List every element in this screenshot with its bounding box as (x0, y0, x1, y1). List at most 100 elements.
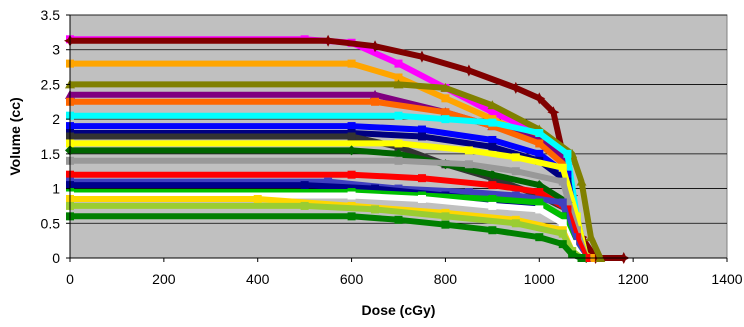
data-point (558, 240, 567, 249)
y-tick-label: 1.5 (41, 146, 61, 162)
x-tick-label: 1400 (711, 271, 742, 287)
data-point (533, 92, 546, 105)
data-point (394, 73, 403, 82)
data-point (394, 59, 403, 68)
data-point (487, 169, 498, 180)
data-point (441, 94, 450, 103)
data-point (394, 139, 403, 148)
data-point (488, 194, 497, 203)
data-point (346, 145, 357, 156)
data-point (487, 100, 498, 110)
data-point (488, 201, 497, 210)
data-point (371, 97, 380, 106)
data-point (488, 108, 497, 117)
x-tick-label: 1000 (524, 271, 555, 287)
data-point (300, 181, 309, 190)
data-point (558, 219, 567, 228)
data-point (415, 50, 428, 63)
data-point (568, 250, 577, 259)
data-point (535, 188, 544, 197)
data-point (535, 205, 544, 214)
data-point (394, 215, 403, 224)
series-group (64, 34, 630, 264)
data-point (488, 226, 497, 235)
x-axis-title: Dose (cGy) (362, 302, 436, 318)
data-point (441, 115, 450, 124)
data-point (440, 82, 451, 92)
data-point (393, 79, 404, 89)
x-tick-label: 400 (246, 271, 270, 287)
data-point (464, 160, 473, 169)
data-point (370, 89, 381, 99)
data-point (441, 220, 450, 229)
data-point (394, 111, 403, 120)
data-point (253, 194, 262, 203)
data-point (417, 174, 426, 183)
data-point (488, 181, 497, 190)
data-point (347, 59, 356, 68)
data-point (464, 188, 473, 197)
data-point (511, 219, 520, 228)
data-point (558, 198, 567, 207)
data-point (535, 139, 544, 148)
data-point (324, 177, 333, 186)
data-point (511, 153, 520, 162)
y-tick-label: 0.5 (41, 215, 61, 231)
data-point (509, 81, 522, 94)
data-point (347, 191, 356, 200)
data-point (322, 34, 335, 47)
data-point (535, 198, 544, 207)
y-tick-label: 0 (52, 250, 60, 266)
y-tick-label: 1 (52, 181, 60, 197)
y-tick-label: 3 (52, 42, 60, 58)
data-point (535, 129, 544, 138)
data-point (371, 205, 380, 214)
data-point (534, 180, 545, 191)
y-tick-label: 2.5 (41, 76, 61, 92)
data-point (393, 148, 404, 159)
x-tick-label: 0 (66, 271, 74, 287)
data-point (563, 149, 572, 158)
data-point (462, 64, 475, 77)
data-point (441, 212, 450, 221)
data-point (535, 149, 544, 158)
data-point (511, 167, 520, 176)
data-point (511, 191, 520, 200)
data-point (417, 132, 426, 141)
data-point (572, 233, 581, 242)
data-point (417, 194, 426, 203)
data-point (488, 118, 497, 127)
y-tick-label: 3.5 (41, 7, 61, 23)
data-point (585, 232, 596, 242)
data-point (572, 212, 581, 221)
data-point (369, 40, 382, 53)
data-point (535, 233, 544, 242)
x-tick-label: 800 (434, 271, 458, 287)
data-point (488, 142, 497, 151)
series-line (70, 171, 589, 260)
data-point (300, 201, 309, 210)
data-point (488, 135, 497, 144)
data-point (394, 156, 403, 165)
data-point (347, 212, 356, 221)
data-point (371, 184, 380, 193)
data-point (558, 163, 567, 172)
data-point (464, 146, 473, 155)
y-tick-label: 2 (52, 111, 60, 127)
data-point (558, 212, 567, 221)
data-point (576, 176, 587, 186)
x-tick-label: 600 (340, 271, 364, 287)
x-tick-label: 200 (152, 271, 176, 287)
data-point (347, 122, 356, 131)
y-axis-title: Volume (cc) (7, 97, 23, 175)
data-point (347, 170, 356, 179)
data-point (347, 132, 356, 141)
data-point (441, 108, 450, 117)
x-tick-label: 1200 (618, 271, 649, 287)
data-point (547, 106, 560, 119)
data-point (558, 177, 567, 186)
data-point (558, 229, 567, 238)
data-point (417, 125, 426, 134)
